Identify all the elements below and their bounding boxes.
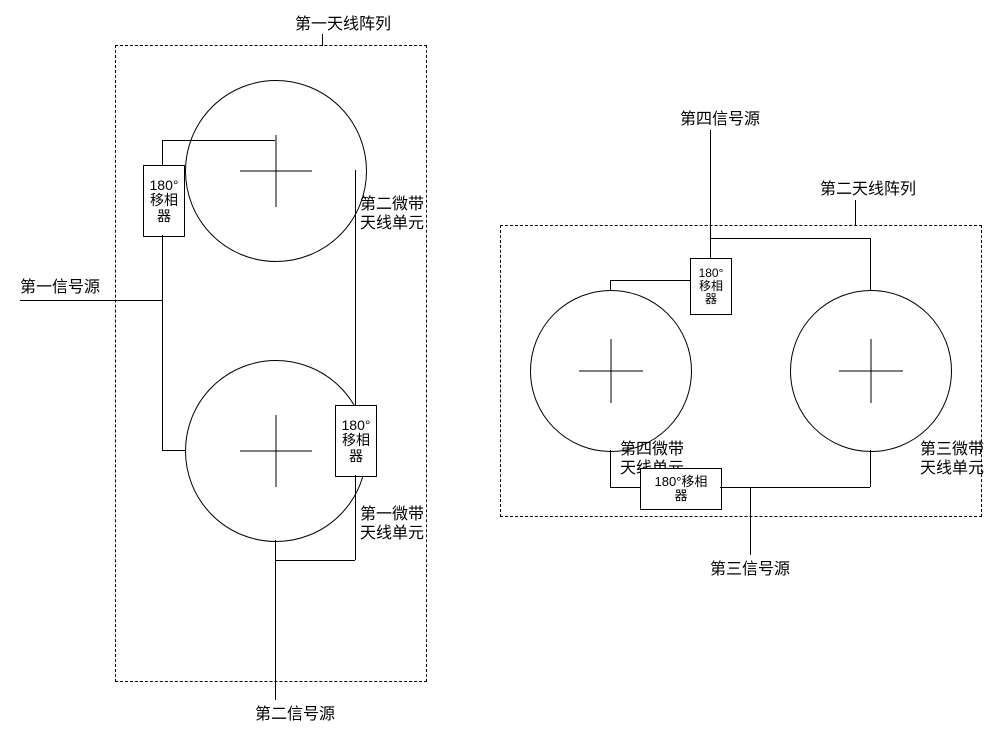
array2-phase3: 180° 移相 器 xyxy=(690,258,732,315)
src4-right-h xyxy=(710,238,870,239)
array1-phase1-text: 180° 移相 器 xyxy=(150,178,179,224)
array1-title: 第一天线阵列 xyxy=(295,15,391,34)
src3-label: 第三信号源 xyxy=(710,560,790,579)
array2-phase4-text: 180°移相 器 xyxy=(655,475,708,504)
src2-label: 第二信号源 xyxy=(255,705,335,724)
src4-to-phase3 xyxy=(710,238,711,258)
array2-title: 第二天线阵列 xyxy=(820,180,916,199)
antenna2-circle xyxy=(185,80,367,262)
antenna1-label: 第一微带 天线单元 xyxy=(360,505,424,543)
phase1-top-h xyxy=(162,140,275,141)
ant1-to-src2 xyxy=(275,540,276,700)
to-ant1-left xyxy=(162,450,185,451)
array1-phase2-text: 180° 移相 器 xyxy=(342,418,371,464)
phase1-up xyxy=(162,140,163,165)
phase3-left-h xyxy=(610,280,690,281)
ant4-to-phase4 xyxy=(610,487,640,488)
antenna3-label: 第三微带 天线单元 xyxy=(920,440,984,478)
src1-down xyxy=(162,300,163,450)
phase2-to-ant1-bottom xyxy=(275,560,355,561)
array1-phase1: 180° 移相 器 xyxy=(143,165,185,237)
phase4-right-h xyxy=(720,487,750,488)
array2-phase3-text: 180° 移相 器 xyxy=(699,267,724,307)
junction-to-ant3 xyxy=(750,487,870,488)
array2-title-leader xyxy=(855,200,856,225)
diagram-canvas: 第一天线阵列 第二微带 天线单元 第一微带 天线单元 180° 移相 器 180… xyxy=(0,0,1000,743)
phase2-up xyxy=(355,170,356,405)
ant4-bottom-feed xyxy=(610,450,611,487)
ant3-bottom-feed xyxy=(870,450,871,487)
src1-label: 第一信号源 xyxy=(20,278,100,297)
array1-title-leader xyxy=(322,34,323,46)
junction-to-src3 xyxy=(750,487,751,555)
phase1-down xyxy=(162,235,163,300)
src4-line xyxy=(710,130,711,238)
array2-phase4: 180°移相 器 xyxy=(640,468,722,510)
src1-line xyxy=(20,300,163,301)
ant3-top-feed xyxy=(870,238,871,290)
ant4-top-feed xyxy=(610,280,611,290)
phase2-down xyxy=(355,475,356,560)
array1-phase2: 180° 移相 器 xyxy=(335,405,377,477)
antenna3-circle xyxy=(790,290,952,452)
antenna4-circle xyxy=(530,290,692,452)
src4-label: 第四信号源 xyxy=(680,110,760,129)
antenna2-label: 第二微带 天线单元 xyxy=(360,195,424,233)
